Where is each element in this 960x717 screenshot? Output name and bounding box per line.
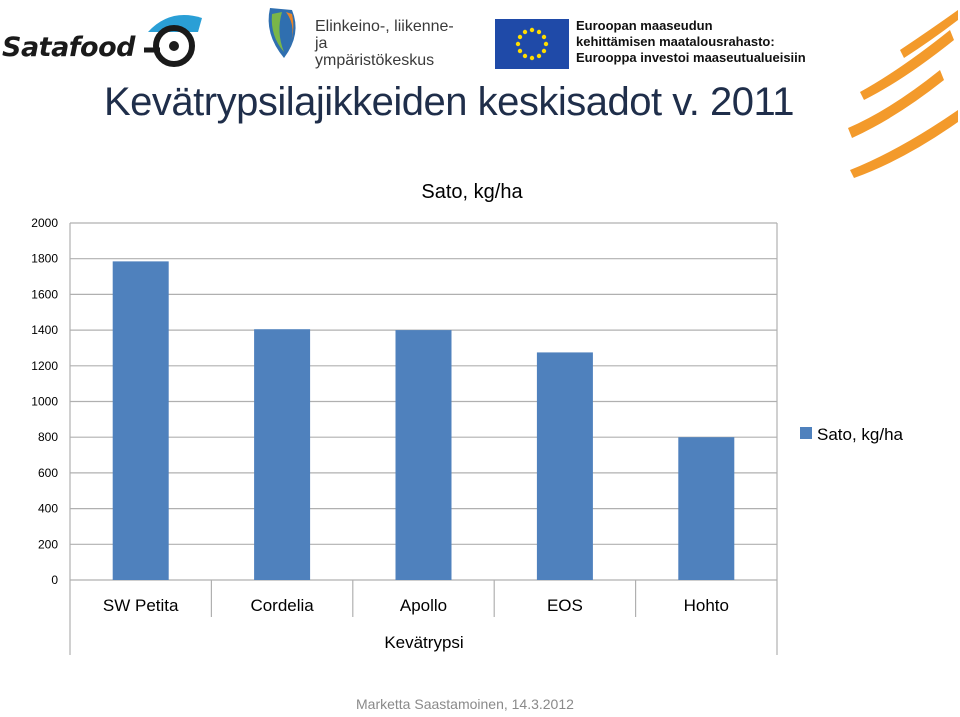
wheat-swoosh-icon: [848, 10, 958, 178]
eu-fund-line: Euroopan maaseudun: [576, 18, 713, 33]
x-tick-label: EOS: [547, 596, 583, 615]
bar: [678, 437, 735, 580]
bar: [112, 261, 169, 580]
ely-logo-line: ympäristökeskus: [315, 52, 435, 69]
y-tick-label: 800: [38, 430, 58, 444]
ely-logo: Elinkeino-, liikenne- ja ympäristökeskus: [262, 4, 462, 69]
y-tick-label: 400: [38, 502, 58, 516]
bar: [395, 330, 452, 580]
x-tick-label: Hohto: [684, 596, 729, 615]
satafood-fish-icon: [144, 15, 202, 67]
y-tick-label: 1200: [31, 359, 58, 373]
y-tick-label: 1400: [31, 323, 58, 337]
y-tick-label: 1800: [31, 252, 58, 266]
bar: [536, 352, 593, 580]
legend-swatch: [800, 427, 812, 439]
y-tick-label: 1600: [31, 287, 58, 301]
x-tick-label: Cordelia: [250, 596, 314, 615]
ely-logo-text: Elinkeino-, liikenne- ja ympäristökeskus: [315, 18, 462, 69]
chart-title: Sato, kg/ha: [421, 181, 523, 203]
x-tick-label: SW Petita: [103, 596, 179, 615]
y-tick-label: 600: [38, 466, 58, 480]
footer-author: Marketta Saastamoinen, 14.3.2012: [356, 696, 574, 712]
ely-emblem-icon: [268, 8, 296, 58]
y-tick-label: 2000: [31, 216, 58, 230]
eu-flag-icon: [495, 19, 569, 69]
eu-fund-line: Eurooppa investoi maaseutualueisiin: [576, 50, 806, 65]
y-tick-label: 1000: [31, 395, 58, 409]
slide-title: Kevätrypsilajikkeiden keskisadot v. 2011: [104, 80, 795, 124]
y-tick-label: 200: [38, 537, 58, 551]
eu-fund-line: kehittämisen maatalousrahasto:: [576, 34, 775, 49]
satafood-logo: Satafood: [2, 10, 212, 70]
x-tick-label: Apollo: [400, 596, 447, 615]
bar: [254, 329, 311, 580]
legend-label: Sato, kg/ha: [817, 425, 904, 444]
ely-logo-line: Elinkeino-, liikenne- ja: [315, 18, 454, 52]
satafood-logo-text: Satafood: [2, 32, 135, 63]
x-axis-title: Kevätrypsi: [384, 633, 463, 652]
eu-fund-text: Euroopan maaseudun kehittämisen maatalou…: [576, 18, 806, 66]
y-tick-label: 0: [51, 573, 58, 587]
